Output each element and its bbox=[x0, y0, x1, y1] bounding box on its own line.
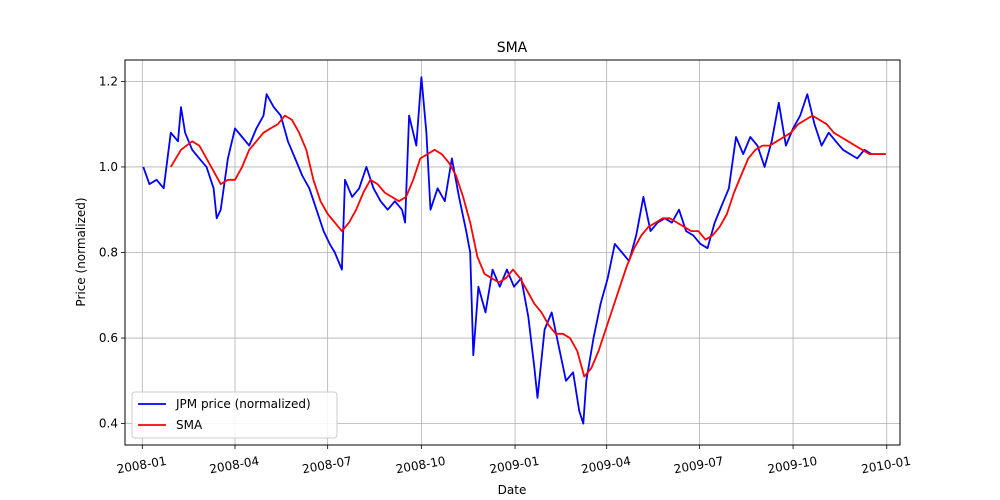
x-tick-label: 2009-04 bbox=[580, 454, 632, 476]
y-tick-label: 0.6 bbox=[99, 331, 118, 345]
grid-lines bbox=[125, 60, 900, 445]
y-tick-label: 1.2 bbox=[99, 74, 118, 88]
x-axis-ticks: 2008-01 2008-04 2008-07 2008-10 2009-01 2009-… bbox=[116, 445, 912, 476]
y-tick-label: 0.4 bbox=[99, 417, 118, 431]
y-axis-label: Price (normalized) bbox=[74, 197, 88, 306]
legend-label-sma: SMA bbox=[176, 418, 203, 432]
jpm-price-line bbox=[142, 76, 886, 425]
x-tick-label: 2008-07 bbox=[301, 454, 353, 476]
x-axis-label: Date bbox=[498, 483, 527, 497]
chart-title: SMA bbox=[497, 40, 528, 56]
legend-label-jpm: JPM price (normalized) bbox=[175, 397, 311, 411]
x-tick-label: 2009-10 bbox=[766, 454, 818, 476]
y-tick-label: 0.8 bbox=[99, 246, 118, 260]
x-tick-label: 2008-04 bbox=[208, 454, 260, 476]
y-tick-label: 1.0 bbox=[99, 160, 118, 174]
y-axis-ticks: 0.4 0.6 0.8 1.0 1.2 bbox=[99, 74, 125, 431]
x-tick-label: 2008-10 bbox=[395, 454, 447, 476]
x-tick-label: 2010-01 bbox=[860, 454, 912, 476]
x-tick-label: 2008-01 bbox=[116, 454, 168, 476]
series-lines bbox=[142, 76, 886, 425]
x-tick-label: 2009-07 bbox=[673, 454, 725, 476]
sma-line bbox=[170, 114, 886, 378]
legend: JPM price (normalized) SMA bbox=[131, 391, 338, 439]
x-tick-label: 2009-01 bbox=[488, 454, 540, 476]
legend-box bbox=[131, 391, 338, 439]
